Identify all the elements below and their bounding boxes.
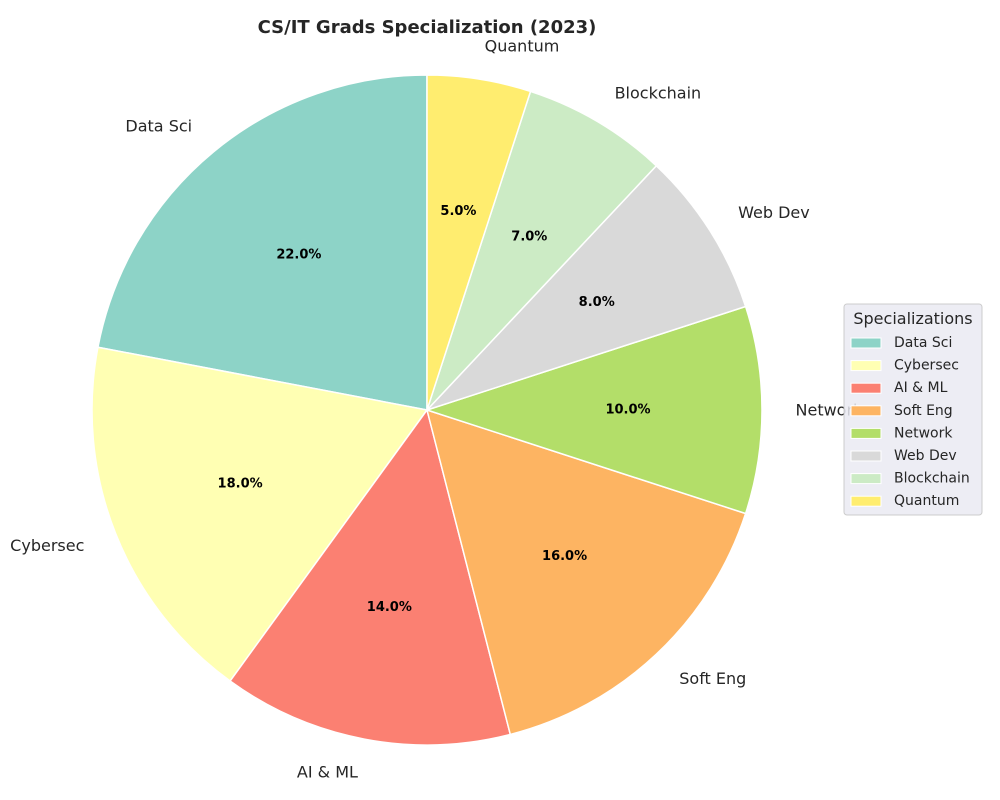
legend-swatch-web-dev (851, 451, 881, 461)
pct-label-blockchain: 7.0% (511, 229, 547, 244)
legend-swatch-soft-eng (851, 406, 881, 416)
legend-swatch-data-sci (851, 338, 881, 348)
label-web-dev: Web Dev (738, 203, 810, 222)
legend-swatch-quantum (851, 496, 881, 506)
legend-label-web-dev: Web Dev (894, 448, 957, 464)
label-quantum: Quantum (485, 37, 560, 56)
legend-label-soft-eng: Soft Eng (894, 403, 953, 419)
legend-swatch-network (851, 428, 881, 438)
legend-label-blockchain: Blockchain (894, 471, 970, 487)
legend: Specializations Data Sci Cybersec AI & ML S… (844, 304, 982, 515)
label-ai-ml: AI & ML (297, 762, 358, 781)
legend-label-quantum: Quantum (894, 493, 959, 509)
pct-label-soft-eng: 16.0% (542, 549, 587, 564)
label-cybersec: Cybersec (10, 536, 84, 555)
pct-label-data-sci: 22.0% (276, 248, 321, 263)
pct-label-quantum: 5.0% (440, 204, 476, 219)
pct-label-network: 10.0% (605, 403, 650, 418)
legend-swatch-cybersec (851, 361, 881, 371)
legend-swatch-ai-ml (851, 383, 881, 393)
chart-title: CS/IT Grads Specialization (2023) (258, 17, 597, 38)
legend-title: Specializations (853, 309, 972, 328)
label-blockchain: Blockchain (615, 83, 702, 102)
pct-label-web-dev: 8.0% (579, 295, 615, 310)
label-data-sci: Data Sci (125, 117, 192, 136)
legend-label-network: Network (894, 425, 953, 441)
pie-slices (92, 75, 762, 745)
label-soft-eng: Soft Eng (679, 669, 746, 688)
legend-label-cybersec: Cybersec (894, 358, 959, 374)
legend-label-data-sci: Data Sci (894, 335, 952, 351)
legend-swatch-blockchain (851, 474, 881, 484)
pct-label-cybersec: 18.0% (218, 476, 263, 491)
legend-label-ai-ml: AI & ML (894, 380, 948, 396)
pct-label-ai-ml: 14.0% (367, 600, 412, 615)
